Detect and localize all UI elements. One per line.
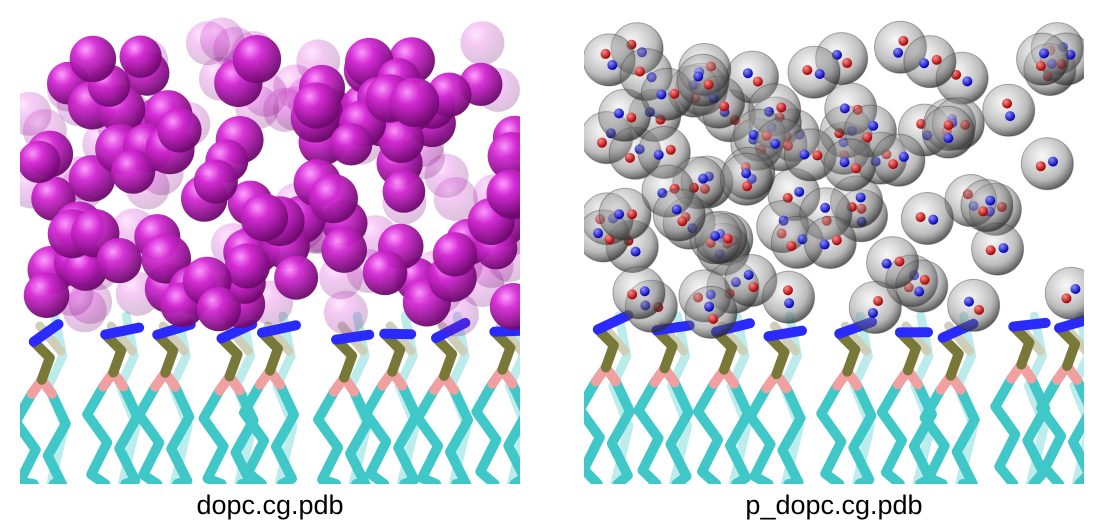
polarizable-water-bead bbox=[598, 88, 652, 142]
water-bead bbox=[362, 250, 408, 296]
lipid bbox=[361, 328, 422, 484]
water-bead bbox=[489, 282, 520, 330]
caption-p-dopc-cg: p_dopc.cg.pdb bbox=[745, 490, 923, 520]
water-bead bbox=[323, 290, 368, 335]
water-beads bbox=[20, 17, 520, 337]
lipid bbox=[816, 316, 878, 484]
lipid bbox=[1036, 315, 1084, 484]
polarizable-water-bead bbox=[903, 35, 957, 89]
water-bead bbox=[329, 122, 373, 166]
water-bead bbox=[460, 21, 505, 66]
water-bead bbox=[20, 140, 61, 184]
polarizable-water-bead bbox=[652, 188, 706, 242]
polarizable-water-bead bbox=[848, 280, 902, 334]
polarizable-water-bead bbox=[684, 285, 738, 339]
water-bead bbox=[96, 237, 142, 284]
water-bead bbox=[111, 149, 156, 194]
water-bead bbox=[432, 232, 478, 277]
polarizable-water-bead bbox=[1044, 266, 1084, 320]
polarizable-water-bead bbox=[1020, 137, 1074, 191]
lipid bbox=[20, 319, 71, 484]
water-bead bbox=[193, 159, 238, 204]
polarizable-water-bead bbox=[787, 45, 841, 99]
water-bead bbox=[196, 287, 242, 332]
panel-dopc-cg bbox=[20, 16, 520, 484]
polarizable-water-bead bbox=[900, 191, 954, 245]
water-bead bbox=[240, 193, 289, 242]
water-bead bbox=[199, 17, 244, 62]
water-bead bbox=[378, 117, 425, 164]
polarizable-water-bead bbox=[694, 210, 748, 264]
water-bead bbox=[224, 243, 271, 289]
polarizable-water-bead bbox=[872, 133, 926, 187]
p-dopc-cg-render bbox=[584, 20, 1084, 484]
lipid bbox=[584, 310, 635, 484]
polarizable-water-bead bbox=[762, 270, 816, 324]
polarizable-water-bead bbox=[823, 138, 877, 192]
water-bead bbox=[382, 169, 426, 213]
water-bead bbox=[389, 77, 440, 128]
water-bead bbox=[321, 227, 367, 273]
water-bead bbox=[69, 35, 117, 83]
water-bead bbox=[232, 34, 282, 84]
caption-dopc-cg: dopc.cg.pdb bbox=[196, 490, 344, 520]
water-bead bbox=[308, 174, 358, 224]
lipid bbox=[238, 320, 301, 484]
polarizable-water-bead bbox=[921, 105, 975, 159]
polarizable-water-bead bbox=[971, 222, 1025, 276]
lipid bbox=[693, 318, 756, 484]
water-bead bbox=[486, 169, 520, 218]
polarizable-water-bead bbox=[960, 179, 1014, 233]
water-bead bbox=[274, 255, 319, 300]
lipid bbox=[82, 322, 145, 484]
lipid bbox=[471, 325, 520, 484]
dopc-cg-render bbox=[20, 17, 520, 484]
polarizable-water-bead bbox=[947, 278, 1001, 332]
polarizable-water-bead bbox=[676, 53, 730, 107]
panel-p-dopc-cg bbox=[584, 16, 1084, 484]
water-bead bbox=[119, 35, 162, 78]
polarizable-water-bead bbox=[1016, 32, 1070, 86]
polarizable-water-bead bbox=[982, 83, 1036, 137]
polarizable-water-bead bbox=[612, 266, 666, 320]
lipid-bilayer bbox=[584, 310, 1084, 484]
polarizable-water-bead bbox=[866, 236, 920, 290]
polarizable-water-bead bbox=[598, 187, 652, 241]
lipid bbox=[134, 319, 196, 484]
lipid bbox=[990, 317, 1051, 484]
lipid bbox=[633, 320, 695, 484]
water-bead bbox=[433, 177, 478, 222]
water-bead bbox=[23, 272, 70, 319]
polarizable-water-bead bbox=[720, 152, 774, 206]
water-bead bbox=[157, 108, 202, 153]
water-bead bbox=[293, 82, 340, 129]
polarizable-water-bead bbox=[803, 216, 857, 270]
lipid bbox=[745, 325, 807, 484]
water-bead bbox=[487, 131, 520, 181]
polarizable-water-beads bbox=[584, 20, 1084, 339]
lipid-bilayer bbox=[20, 311, 520, 484]
